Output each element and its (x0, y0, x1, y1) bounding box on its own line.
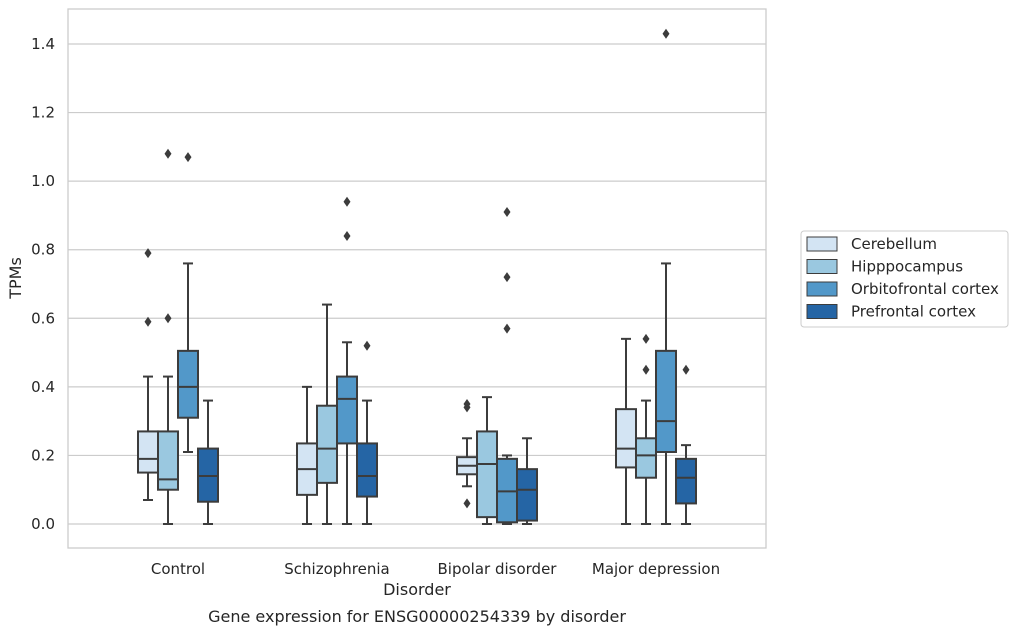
box-series (137, 28, 697, 525)
outlier-point (503, 207, 511, 217)
x-tick-label: Bipolar disorder (438, 560, 558, 578)
outlier-point (463, 498, 471, 509)
outlier-point (363, 340, 371, 351)
series-hipppocampus (157, 148, 657, 525)
box (336, 375, 358, 445)
box (675, 457, 697, 505)
outlier-point (343, 231, 351, 241)
legend-label: Hipppocampus (851, 258, 963, 276)
legend-frame (800, 230, 1009, 328)
x-axis-label: Disorder (383, 580, 451, 599)
box (177, 349, 199, 419)
outlier-point (164, 313, 172, 324)
y-tick-label: 0.4 (31, 378, 55, 396)
legend-label: Orbitofrontal cortex (851, 280, 999, 298)
outlier-point (184, 152, 192, 163)
outlier-point (642, 364, 650, 375)
legend-swatch (806, 281, 838, 297)
series-cerebellum (137, 248, 637, 525)
y-tick-label: 0.8 (31, 241, 55, 259)
outlier-point (164, 148, 172, 159)
legend-swatch (806, 259, 838, 274)
outlier-point (343, 196, 351, 207)
box (137, 430, 159, 474)
box (615, 408, 637, 469)
outlier-point (463, 399, 471, 409)
outlier-point (642, 333, 650, 344)
y-tick-label: 0.6 (31, 309, 55, 327)
box (655, 349, 677, 454)
y-tick-label: 0.0 (31, 515, 55, 533)
series-prefrontal-cortex (197, 340, 697, 525)
plot-area-frame (67, 8, 767, 549)
legend: Cerebellum Hipppocampus Orbitofrontal cort… (800, 230, 1009, 328)
x-axis-ticks: Control Schizophrenia Bipolar disorder Majo… (151, 560, 720, 578)
box (157, 430, 179, 491)
box (516, 468, 538, 522)
legend-label: Prefrontal cortex (851, 303, 976, 321)
legend-swatch (806, 236, 838, 252)
outlier-point (503, 272, 511, 283)
x-tick-label: Control (151, 560, 205, 578)
y-tick-label: 1.0 (31, 172, 55, 190)
outlier-point (144, 248, 152, 259)
legend-label: Cerebellum (851, 235, 937, 253)
series-orbitofrontal-cortex (177, 28, 677, 525)
x-tick-label: Major depression (592, 560, 720, 578)
chart-caption: Gene expression for ENSG00000254339 by d… (208, 607, 626, 626)
outlier-point (503, 323, 511, 334)
outlier-point (144, 316, 152, 327)
y-axis-ticks: 0.0 0.2 0.4 0.6 0.8 1.0 1.2 1.4 (31, 35, 55, 533)
y-tick-label: 1.4 (31, 35, 55, 53)
y-axis-label: TPMs (6, 257, 25, 300)
box (476, 430, 498, 519)
box (635, 437, 657, 479)
box (316, 404, 338, 484)
x-tick-label: Schizophrenia (284, 560, 389, 578)
y-tick-label: 0.2 (31, 446, 55, 464)
box (356, 442, 378, 498)
y-tick-label: 1.2 (31, 104, 55, 122)
legend-swatch (806, 304, 838, 319)
outlier-point (682, 364, 690, 375)
outlier-point (662, 28, 670, 39)
